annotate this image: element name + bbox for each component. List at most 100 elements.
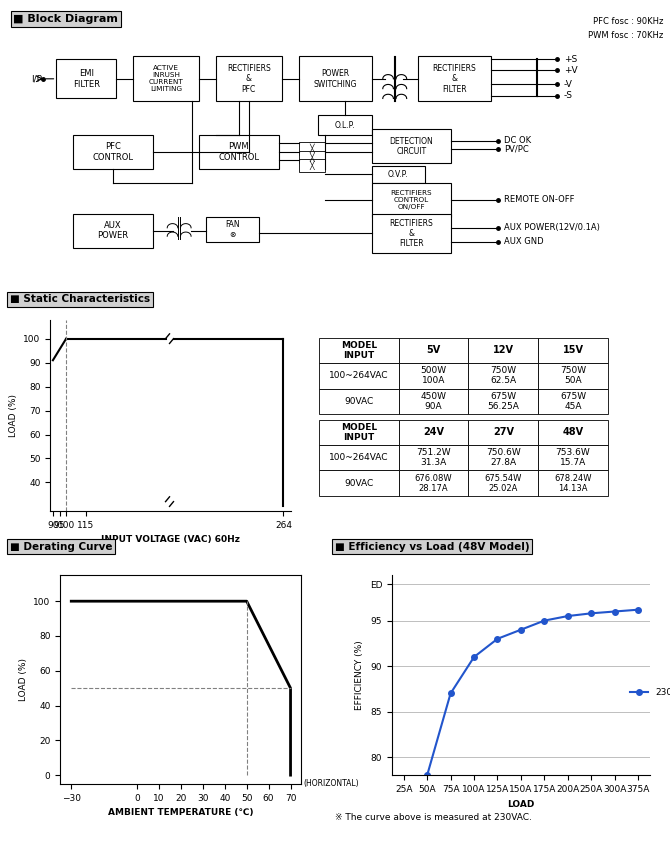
Text: (HORIZONTAL): (HORIZONTAL): [304, 780, 359, 788]
Text: 100~264VAC: 100~264VAC: [329, 371, 389, 380]
FancyBboxPatch shape: [538, 389, 608, 414]
Text: 500W
100A: 500W 100A: [421, 366, 447, 385]
Text: ╳: ╳: [310, 144, 314, 153]
Text: 27V: 27V: [493, 427, 514, 437]
FancyBboxPatch shape: [299, 151, 325, 163]
FancyBboxPatch shape: [216, 56, 282, 101]
Text: MODEL
INPUT: MODEL INPUT: [340, 341, 377, 360]
Text: POWER
SWITCHING: POWER SWITCHING: [314, 69, 357, 89]
FancyBboxPatch shape: [199, 135, 279, 169]
FancyBboxPatch shape: [538, 363, 608, 389]
Text: MODEL
INPUT: MODEL INPUT: [340, 423, 377, 442]
Text: I/P: I/P: [31, 74, 42, 83]
Text: EMI
FILTER: EMI FILTER: [73, 69, 100, 89]
Text: RECTIFIERS
CONTROL
ON/OFF: RECTIFIERS CONTROL ON/OFF: [391, 190, 432, 210]
Text: 753.6W
15.7A: 753.6W 15.7A: [555, 448, 590, 468]
FancyBboxPatch shape: [319, 363, 399, 389]
FancyBboxPatch shape: [371, 166, 425, 183]
Text: O.L.P.: O.L.P.: [335, 121, 355, 130]
Text: +V: +V: [564, 66, 578, 75]
FancyBboxPatch shape: [399, 337, 468, 363]
Text: -S: -S: [564, 91, 573, 101]
FancyBboxPatch shape: [538, 445, 608, 470]
FancyBboxPatch shape: [371, 183, 451, 216]
FancyBboxPatch shape: [319, 470, 399, 496]
FancyBboxPatch shape: [133, 56, 199, 101]
Text: PFC fosc : 90KHz: PFC fosc : 90KHz: [593, 17, 663, 26]
FancyBboxPatch shape: [399, 470, 468, 496]
FancyBboxPatch shape: [319, 337, 399, 363]
Text: 90VAC: 90VAC: [344, 479, 373, 487]
FancyBboxPatch shape: [319, 389, 399, 414]
Y-axis label: LOAD (%): LOAD (%): [19, 658, 27, 701]
FancyBboxPatch shape: [56, 59, 116, 99]
X-axis label: AMBIENT TEMPERATURE (℃): AMBIENT TEMPERATURE (℃): [108, 808, 254, 817]
Text: 675W
45A: 675W 45A: [560, 392, 586, 411]
Text: O.V.P.: O.V.P.: [388, 170, 408, 179]
Text: ■ Block Diagram: ■ Block Diagram: [13, 14, 118, 24]
X-axis label: LOAD: LOAD: [507, 799, 535, 809]
Text: RECTIFIERS
&
FILTER: RECTIFIERS & FILTER: [389, 219, 433, 248]
FancyBboxPatch shape: [73, 214, 153, 247]
Text: ACTIVE
INRUSH
CURRENT
LIMITING: ACTIVE INRUSH CURRENT LIMITING: [149, 66, 184, 92]
FancyBboxPatch shape: [468, 389, 538, 414]
Text: 750.6W
27.8A: 750.6W 27.8A: [486, 448, 521, 468]
FancyBboxPatch shape: [399, 419, 468, 445]
Text: 676.08W
28.17A: 676.08W 28.17A: [415, 474, 452, 493]
FancyBboxPatch shape: [299, 142, 325, 155]
FancyBboxPatch shape: [319, 445, 399, 470]
Text: ╳: ╳: [310, 161, 314, 170]
Text: 5V: 5V: [427, 345, 441, 355]
Text: ■ Static Characteristics: ■ Static Characteristics: [10, 295, 150, 304]
Text: 100~264VAC: 100~264VAC: [329, 453, 389, 463]
Text: -V: -V: [564, 80, 573, 89]
Legend: 230Vac: 230Vac: [626, 684, 670, 700]
Text: 750W
62.5A: 750W 62.5A: [490, 366, 517, 385]
FancyBboxPatch shape: [371, 214, 451, 253]
Text: DC OK: DC OK: [505, 136, 531, 145]
Text: RECTIFIERS
&
FILTER: RECTIFIERS & FILTER: [433, 64, 476, 94]
Text: ■ Efficiency vs Load (48V Model): ■ Efficiency vs Load (48V Model): [335, 542, 529, 551]
Text: 15V: 15V: [563, 345, 584, 355]
FancyBboxPatch shape: [538, 419, 608, 445]
Text: PFC
CONTROL: PFC CONTROL: [92, 142, 133, 162]
FancyBboxPatch shape: [299, 159, 325, 171]
FancyBboxPatch shape: [206, 216, 259, 242]
FancyBboxPatch shape: [299, 56, 371, 101]
Y-axis label: LOAD (%): LOAD (%): [9, 394, 17, 437]
Text: ╳: ╳: [310, 153, 314, 162]
FancyBboxPatch shape: [399, 363, 468, 389]
Text: REMOTE ON-OFF: REMOTE ON-OFF: [505, 195, 575, 204]
FancyBboxPatch shape: [538, 337, 608, 363]
Text: 90VAC: 90VAC: [344, 397, 373, 406]
FancyBboxPatch shape: [538, 470, 608, 496]
Text: PWM fosc : 70KHz: PWM fosc : 70KHz: [588, 31, 663, 40]
FancyBboxPatch shape: [319, 419, 399, 445]
Text: ■ Derating Curve: ■ Derating Curve: [10, 542, 113, 551]
Text: 675W
56.25A: 675W 56.25A: [487, 392, 519, 411]
Text: PWM
CONTROL: PWM CONTROL: [218, 142, 259, 162]
Text: 750W
50A: 750W 50A: [560, 366, 586, 385]
FancyBboxPatch shape: [371, 130, 451, 163]
Text: RECTIFIERS
&
PFC: RECTIFIERS & PFC: [227, 64, 271, 94]
Text: 48V: 48V: [562, 427, 584, 437]
Text: +S: +S: [564, 55, 577, 64]
FancyBboxPatch shape: [318, 115, 371, 135]
Text: 24V: 24V: [423, 427, 444, 437]
FancyBboxPatch shape: [399, 445, 468, 470]
Text: 675.54W
25.02A: 675.54W 25.02A: [484, 474, 522, 493]
Y-axis label: EFFICIENCY (%): EFFICIENCY (%): [355, 641, 364, 710]
X-axis label: INPUT VOLTAGE (VAC) 60Hz: INPUT VOLTAGE (VAC) 60Hz: [101, 535, 241, 544]
FancyBboxPatch shape: [418, 56, 491, 101]
Text: AUX GND: AUX GND: [505, 238, 544, 246]
Text: FAN
⊗: FAN ⊗: [225, 220, 240, 239]
FancyBboxPatch shape: [399, 389, 468, 414]
Text: AUX POWER(12V/0.1A): AUX POWER(12V/0.1A): [505, 223, 600, 233]
Text: 12V: 12V: [493, 345, 514, 355]
Text: 678.24W
14.13A: 678.24W 14.13A: [554, 474, 592, 493]
FancyBboxPatch shape: [468, 445, 538, 470]
FancyBboxPatch shape: [73, 135, 153, 169]
Text: AUX
POWER: AUX POWER: [97, 221, 129, 240]
FancyBboxPatch shape: [468, 337, 538, 363]
FancyBboxPatch shape: [468, 363, 538, 389]
